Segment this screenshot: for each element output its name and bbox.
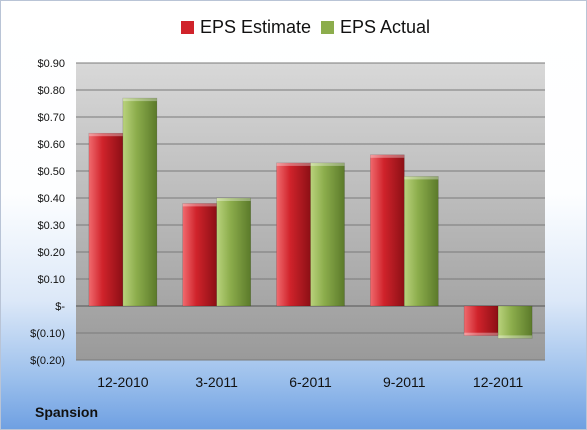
bars (88, 97, 533, 339)
legend-label-actual: EPS Actual (340, 17, 431, 37)
y-tick-label: $0.30 (37, 220, 65, 232)
bar-estimate (276, 162, 311, 307)
y-tick-label: $(0.20) (30, 355, 65, 367)
bar-actual (122, 97, 158, 307)
x-tick-label: 9-2011 (383, 374, 426, 390)
bar-cap (276, 162, 311, 166)
bar-actual (404, 176, 439, 307)
bar-cap (182, 203, 217, 207)
bar-estimate (182, 203, 217, 307)
bar-actual (310, 162, 345, 307)
x-tick-label: 6-2011 (289, 374, 332, 390)
y-tick-label: $0.80 (37, 85, 65, 97)
bar-actual (497, 305, 533, 339)
bar-actual (216, 197, 251, 307)
legend-item-estimate: EPS Estimate (181, 17, 311, 38)
y-tick-label: $0.20 (37, 247, 65, 259)
bar-estimate (463, 305, 499, 336)
y-tick-label: $(0.10) (30, 328, 65, 340)
y-tick-label: $0.90 (37, 58, 65, 70)
legend-item-actual: EPS Actual (321, 17, 430, 38)
y-tick-label: $0.10 (37, 274, 65, 286)
bar-cap (498, 335, 533, 339)
y-tick-label: $0.60 (37, 139, 65, 151)
bar-cap (310, 162, 345, 166)
legend-swatch-actual (321, 21, 334, 34)
bar-cap (464, 332, 499, 336)
bar-estimate (370, 154, 405, 307)
bar-cap (216, 198, 251, 201)
legend-swatch-estimate (181, 21, 194, 34)
bar-cap (404, 176, 439, 180)
bar-cap (122, 98, 157, 102)
y-tick-label: $0.40 (37, 193, 65, 205)
y-tick-label: $- (55, 301, 65, 313)
x-tick-label: 3-2011 (195, 374, 238, 390)
y-tick-label: $0.70 (37, 112, 65, 124)
x-tick-label: 12-2010 (97, 374, 149, 390)
bar-cap (370, 154, 405, 158)
bar-estimate (88, 132, 124, 307)
bar-cap (88, 133, 123, 137)
y-tick-label: $0.50 (37, 166, 65, 178)
x-axis-ticks: 12-2010 3-2011 6-2011 9-2011 12-2011 (97, 374, 523, 390)
x-tick-label: 12-2011 (473, 374, 524, 390)
y-axis-ticks: $0.90 $0.80 $0.70 $0.60 $0.50 $0.40 $0.30 $0.20… (30, 58, 65, 367)
company-name: Spansion (35, 404, 99, 420)
legend-label-estimate: EPS Estimate (200, 17, 312, 37)
